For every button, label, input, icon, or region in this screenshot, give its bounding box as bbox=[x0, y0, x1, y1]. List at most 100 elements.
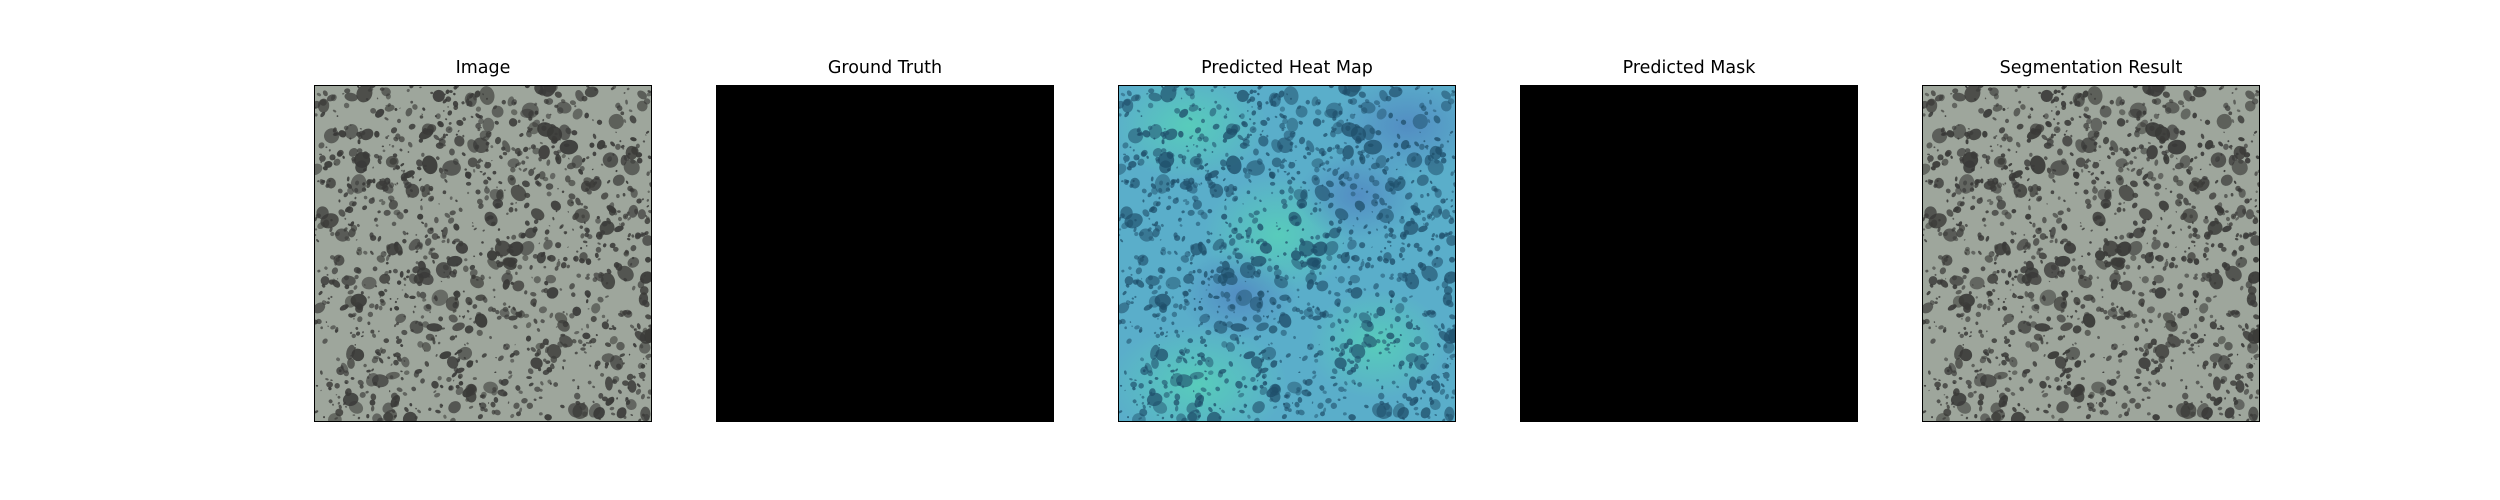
texture-speck bbox=[471, 222, 474, 224]
texture-speck bbox=[1237, 134, 1244, 141]
texture-speck bbox=[525, 335, 532, 342]
texture-speck bbox=[1449, 353, 1455, 359]
texture-speck bbox=[2147, 141, 2151, 145]
texture-speck bbox=[630, 137, 637, 142]
texture-speck bbox=[1451, 190, 1454, 193]
texture-speck bbox=[2148, 381, 2152, 386]
texture-speck bbox=[518, 390, 523, 394]
texture-speck bbox=[1967, 392, 1974, 398]
texture-speck bbox=[642, 357, 645, 360]
texture-speck bbox=[1361, 319, 1374, 332]
texture-speck bbox=[2050, 160, 2069, 176]
texture-speck bbox=[635, 388, 642, 395]
texture-speck bbox=[1923, 100, 1929, 109]
texture-speck bbox=[2184, 273, 2190, 278]
texture-speck bbox=[399, 148, 403, 152]
texture-speck bbox=[411, 175, 415, 179]
texture-speck bbox=[2175, 199, 2183, 207]
texture-speck bbox=[517, 153, 521, 157]
texture-speck bbox=[446, 376, 452, 382]
texture-speck bbox=[482, 229, 485, 232]
texture-speck bbox=[1238, 392, 1245, 398]
texture-speck bbox=[2217, 159, 2220, 162]
texture-speck bbox=[1285, 353, 1291, 358]
texture-speck bbox=[1231, 227, 1238, 235]
texture-speck bbox=[1141, 401, 1145, 405]
texture-speck bbox=[1423, 353, 1430, 358]
texture-speck bbox=[1391, 380, 1396, 385]
texture-speck bbox=[2176, 179, 2184, 187]
texture-speck bbox=[445, 133, 449, 137]
texture-speck bbox=[2063, 384, 2068, 389]
texture-speck bbox=[377, 155, 383, 161]
texture-speck bbox=[1373, 283, 1379, 290]
texture-speck bbox=[1945, 401, 1949, 405]
texture-speck bbox=[1299, 357, 1302, 359]
texture-speck bbox=[564, 168, 567, 171]
texture-speck bbox=[533, 276, 541, 284]
texture-speck bbox=[2240, 375, 2244, 379]
texture-speck bbox=[631, 234, 635, 238]
texture-speck bbox=[463, 356, 466, 360]
texture-speck bbox=[1225, 113, 1227, 116]
texture-speck bbox=[2055, 106, 2057, 108]
texture-speck bbox=[1220, 267, 1235, 279]
texture-speck bbox=[449, 148, 455, 156]
texture-speck bbox=[394, 400, 397, 403]
texture-speck bbox=[453, 223, 460, 231]
texture-speck bbox=[509, 246, 514, 248]
texture-speck bbox=[572, 228, 574, 231]
texture-speck bbox=[325, 146, 328, 149]
texture-speck bbox=[627, 216, 632, 221]
texture-speck bbox=[2004, 298, 2007, 300]
texture-speck bbox=[574, 351, 578, 355]
texture-speck bbox=[1220, 159, 1227, 167]
texture-speck bbox=[1931, 416, 1934, 419]
texture-speck bbox=[1139, 408, 1148, 417]
texture-speck bbox=[385, 254, 390, 262]
texture-speck bbox=[439, 384, 444, 389]
texture-speck bbox=[1289, 148, 1293, 152]
texture-speck bbox=[399, 271, 404, 278]
texture-speck bbox=[1119, 163, 1127, 176]
texture-speck bbox=[2188, 202, 2192, 206]
texture-speck bbox=[1173, 399, 1180, 406]
texture-speck bbox=[1291, 402, 1294, 404]
texture-speck bbox=[1405, 272, 1420, 290]
texture-speck bbox=[538, 412, 543, 416]
texture-speck bbox=[2244, 198, 2250, 204]
texture-speck bbox=[2027, 86, 2030, 89]
texture-speck bbox=[426, 323, 443, 332]
texture-speck bbox=[2066, 240, 2072, 247]
texture-speck bbox=[466, 93, 472, 100]
texture-speck bbox=[1945, 277, 1947, 280]
texture-speck bbox=[448, 314, 458, 323]
texture-speck bbox=[343, 102, 350, 109]
texture-speck bbox=[634, 330, 646, 342]
texture-speck bbox=[547, 379, 552, 384]
texture-speck bbox=[1408, 362, 1414, 366]
texture-speck bbox=[2241, 343, 2245, 348]
texture-speck bbox=[1163, 384, 1168, 389]
texture-speck bbox=[473, 320, 477, 324]
texture-speck bbox=[1410, 319, 1413, 323]
texture-speck bbox=[1327, 146, 1333, 153]
texture-speck bbox=[2014, 269, 2018, 274]
texture-speck bbox=[1449, 256, 1455, 263]
texture-speck bbox=[1442, 372, 1445, 375]
texture-speck bbox=[2017, 320, 2032, 334]
texture-speck bbox=[534, 102, 538, 106]
texture-speck bbox=[2146, 145, 2158, 160]
texture-speck bbox=[1306, 306, 1313, 312]
texture-speck bbox=[1323, 133, 1328, 137]
texture-speck bbox=[1192, 270, 1196, 274]
texture-speck bbox=[2012, 181, 2020, 189]
texture-speck bbox=[2142, 386, 2149, 392]
texture-speck bbox=[577, 385, 580, 388]
texture-speck bbox=[1178, 303, 1183, 310]
texture-speck bbox=[1957, 124, 1960, 126]
texture-speck bbox=[1962, 274, 1967, 280]
texture-speck bbox=[2095, 258, 2107, 270]
texture-speck bbox=[1204, 169, 1207, 172]
texture-speck bbox=[2221, 246, 2227, 252]
